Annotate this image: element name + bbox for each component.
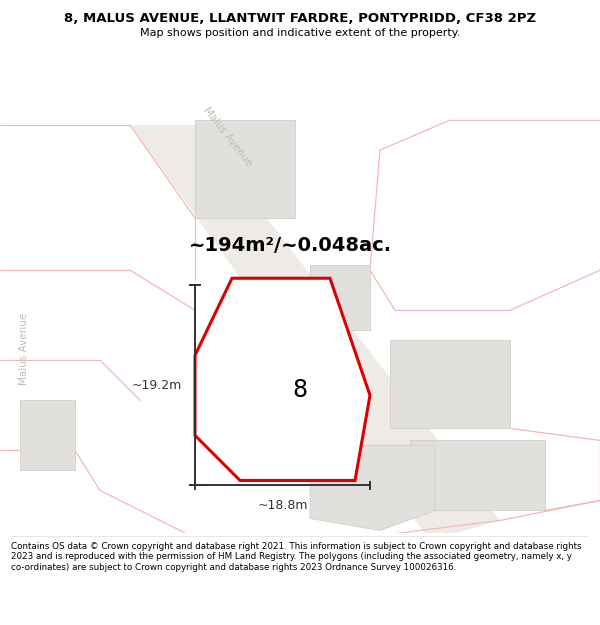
Text: Contains OS data © Crown copyright and database right 2021. This information is : Contains OS data © Crown copyright and d… — [11, 542, 581, 571]
Polygon shape — [195, 120, 295, 218]
Polygon shape — [390, 340, 510, 428]
Text: Malus Avenue: Malus Avenue — [202, 105, 254, 168]
Text: ~18.8m: ~18.8m — [257, 499, 308, 512]
Polygon shape — [410, 441, 545, 511]
Text: ~19.2m: ~19.2m — [131, 379, 182, 392]
Polygon shape — [195, 278, 370, 481]
Text: Map shows position and indicative extent of the property.: Map shows position and indicative extent… — [140, 28, 460, 38]
Text: 8: 8 — [292, 378, 308, 402]
Polygon shape — [20, 401, 75, 471]
Polygon shape — [310, 446, 435, 531]
Polygon shape — [130, 125, 500, 541]
Text: Malus Avenue: Malus Avenue — [19, 313, 29, 385]
Polygon shape — [310, 265, 370, 330]
Text: ~194m²/~0.048ac.: ~194m²/~0.048ac. — [188, 236, 392, 255]
Text: 8, MALUS AVENUE, LLANTWIT FARDRE, PONTYPRIDD, CF38 2PZ: 8, MALUS AVENUE, LLANTWIT FARDRE, PONTYP… — [64, 12, 536, 26]
